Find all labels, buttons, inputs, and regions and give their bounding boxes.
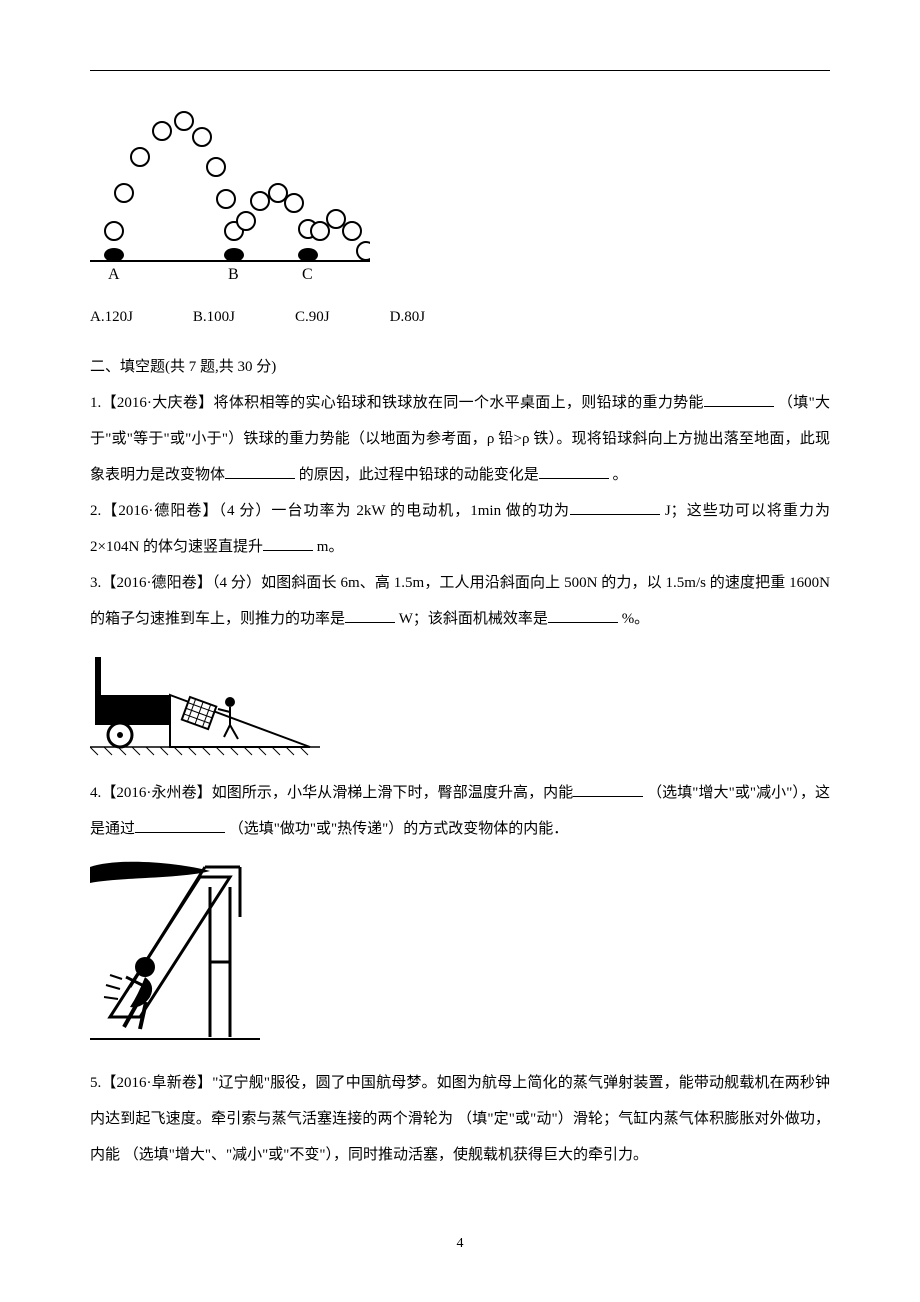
q2-text-1: 2.【2016·德阳卷】（4 分）一台功率为 2kW 的电动机，1min 做的功… <box>90 503 570 519</box>
blank[interactable] <box>704 391 774 407</box>
ramp-figure <box>90 647 830 757</box>
blank[interactable] <box>539 463 609 479</box>
mc-options: A.120J B.100J C.90J D.80J <box>90 299 830 335</box>
blank[interactable] <box>135 817 225 833</box>
question-3: 3.【2016·德阳卷】（4 分）如图斜面长 6m、高 1.5m，工人用沿斜面向… <box>90 565 830 637</box>
option-A: A.120J <box>90 299 133 335</box>
bounce-figure: A B C <box>90 101 830 281</box>
question-2: 2.【2016·德阳卷】（4 分）一台功率为 2kW 的电动机，1min 做的功… <box>90 493 830 565</box>
blank[interactable] <box>263 535 313 551</box>
option-D: D.80J <box>390 299 425 335</box>
label-A: A <box>108 266 120 281</box>
label-C: C <box>302 266 313 281</box>
question-5: 5.【2016·阜新卷】"辽宁舰"服役，圆了中国航母梦。如图为航母上简化的蒸气弹… <box>90 1065 830 1173</box>
blank[interactable] <box>225 463 295 479</box>
question-1: 1.【2016·大庆卷】将体积相等的实心铅球和铁球放在同一个水平桌面上，则铅球的… <box>90 385 830 493</box>
option-B: B.100J <box>193 299 235 335</box>
q5-text-3: （选填"增大"、"减小"或"不变"），同时推动活塞，使舰载机获得巨大的牵引力。 <box>124 1147 648 1163</box>
blank[interactable] <box>345 607 395 623</box>
option-C: C.90J <box>295 299 330 335</box>
q2-text-end: m。 <box>317 539 344 555</box>
q4-text-3: （选填"做功"或"热传递"）的方式改变物体的内能． <box>229 821 569 837</box>
q3-text-2: W；该斜面机械效率是 <box>399 611 548 627</box>
q3-text-end: %。 <box>622 611 650 627</box>
q4-text-1: 4.【2016·永州卷】如图所示，小华从滑梯上滑下时，臀部温度升高，内能 <box>90 785 573 801</box>
question-4: 4.【2016·永州卷】如图所示，小华从滑梯上滑下时，臀部温度升高，内能 （选填… <box>90 775 830 847</box>
label-B: B <box>228 266 239 281</box>
section-heading: 二、填空题(共 7 题,共 30 分) <box>90 349 830 385</box>
blank[interactable] <box>548 607 618 623</box>
q1-text-end: 。 <box>613 467 628 483</box>
blank[interactable] <box>570 499 660 515</box>
blank[interactable] <box>573 781 643 797</box>
slide-figure <box>90 857 830 1047</box>
horizontal-rule <box>90 70 830 71</box>
page-number: 4 <box>0 1236 920 1252</box>
q1-text-1: 1.【2016·大庆卷】将体积相等的实心铅球和铁球放在同一个水平桌面上，则铅球的… <box>90 395 704 411</box>
q1-text-3: 的原因，此过程中铅球的动能变化是 <box>299 467 539 483</box>
